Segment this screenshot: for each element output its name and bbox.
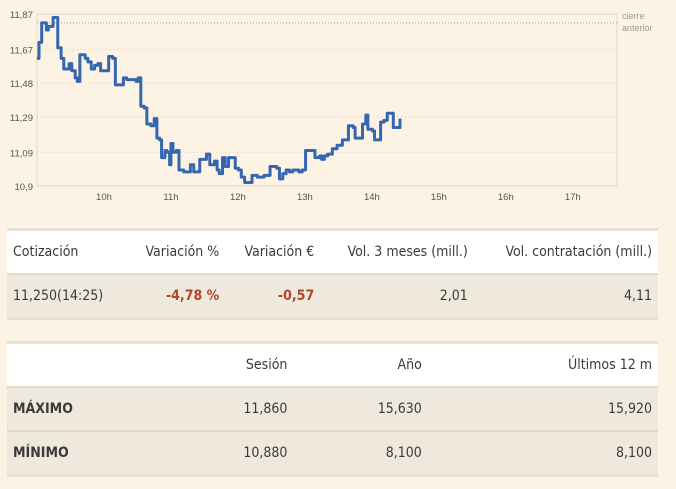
previous-close-label: cierre	[622, 11, 645, 21]
header-vol-3-meses: Vol. 3 meses (mill.)	[320, 228, 474, 274]
previous-close-label: anterior	[622, 23, 653, 33]
header-empty	[7, 341, 159, 387]
y-tick-label: 11,29	[10, 113, 33, 124]
x-tick-label: 12h	[230, 192, 246, 203]
minimo-12m: 8,100	[427, 430, 658, 477]
row-label-minimo: MÍNIMO	[7, 430, 159, 477]
header-ano: Año	[293, 341, 428, 387]
y-tick-label: 11,48	[10, 79, 33, 90]
y-tick-label: 10,9	[15, 182, 34, 193]
x-tick-label: 10h	[96, 192, 112, 203]
variacion-pct-value: -4,78 %	[125, 273, 226, 320]
y-axis-ticks: 11,87 11,67 11,48 11,29 11,09 10,9	[10, 10, 33, 193]
range-table-header: Sesión Año Últimos 12 m	[7, 341, 658, 387]
y-tick-label: 11,67	[10, 45, 33, 56]
variacion-eur-value: -0,57	[225, 273, 321, 320]
x-tick-label: 17h	[565, 192, 581, 203]
table-row: 11,250(14:25) -4,78 % -0,57 2,01 4,11	[7, 273, 658, 320]
table-row: MÁXIMO 11,860 15,630 15,920	[7, 386, 658, 431]
quote-table-header: Cotización Variación % Variación € Vol. …	[7, 228, 658, 274]
maximo-sesion: 11,860	[159, 386, 294, 431]
cotizacion-value: 11,250(14:25)	[7, 273, 126, 320]
vol-3-meses-value: 2,01	[320, 273, 474, 320]
vol-contratacion-value: 4,11	[473, 273, 658, 320]
header-cotizacion: Cotización	[7, 228, 126, 274]
x-tick-label: 15h	[431, 192, 447, 203]
header-ultimos-12m: Últimos 12 m	[427, 341, 658, 387]
y-tick-label: 11,09	[10, 148, 33, 159]
table-row: MÍNIMO 10,880 8,100 8,100	[7, 430, 658, 477]
header-variacion-eur: Variación €	[225, 228, 321, 274]
y-tick-label: 11,87	[10, 10, 33, 21]
x-tick-label: 14h	[364, 192, 380, 203]
header-vol-contratacion: Vol. contratación (mill.)	[473, 228, 658, 274]
x-tick-label: 16h	[498, 192, 514, 203]
x-axis-ticks: 10h 11h 12h 13h 14h 15h 16h 17h	[96, 192, 581, 203]
plot-frame	[36, 13, 618, 187]
price-line	[37, 16, 402, 184]
quote-table: Cotización Variación % Variación € Vol. …	[7, 228, 658, 320]
x-tick-label: 11h	[163, 192, 178, 203]
grid-lines	[36, 13, 618, 187]
header-variacion-pct: Variación %	[125, 228, 226, 274]
row-label-maximo: MÁXIMO	[7, 386, 159, 431]
maximo-12m: 15,920	[427, 386, 658, 431]
range-table: Sesión Año Últimos 12 m MÁXIMO 11,860 15…	[7, 341, 658, 477]
minimo-ano: 8,100	[293, 430, 428, 477]
minimo-sesion: 10,880	[159, 430, 294, 477]
x-tick-label: 13h	[297, 192, 313, 203]
header-sesion: Sesión	[159, 341, 294, 387]
maximo-ano: 15,630	[293, 386, 428, 431]
